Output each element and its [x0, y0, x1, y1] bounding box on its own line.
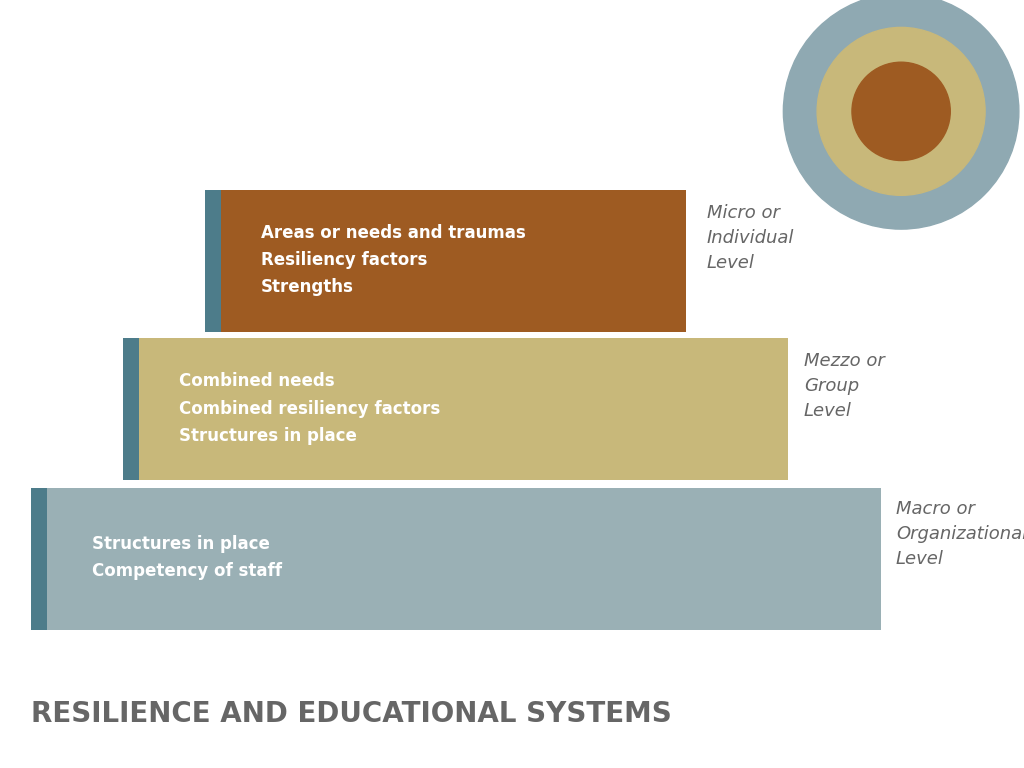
- Text: Combined needs
Combined resiliency factors
Structures in place: Combined needs Combined resiliency facto…: [179, 372, 440, 445]
- FancyBboxPatch shape: [31, 488, 47, 630]
- FancyBboxPatch shape: [123, 338, 139, 480]
- FancyBboxPatch shape: [205, 190, 221, 332]
- Text: Structures in place
Competency of staff: Structures in place Competency of staff: [92, 535, 283, 580]
- Text: Macro or
Organizational
Level: Macro or Organizational Level: [896, 500, 1024, 568]
- FancyBboxPatch shape: [47, 488, 881, 630]
- Text: Areas or needs and traumas
Resiliency factors
Strengths: Areas or needs and traumas Resiliency fa…: [261, 224, 526, 296]
- Ellipse shape: [783, 0, 1019, 229]
- Text: Micro or
Individual
Level: Micro or Individual Level: [707, 204, 794, 272]
- FancyBboxPatch shape: [221, 190, 686, 332]
- Ellipse shape: [852, 62, 950, 161]
- FancyBboxPatch shape: [139, 338, 788, 480]
- Ellipse shape: [817, 28, 985, 195]
- Text: Mezzo or
Group
Level: Mezzo or Group Level: [804, 352, 885, 419]
- Text: RESILIENCE AND EDUCATIONAL SYSTEMS: RESILIENCE AND EDUCATIONAL SYSTEMS: [31, 700, 672, 728]
